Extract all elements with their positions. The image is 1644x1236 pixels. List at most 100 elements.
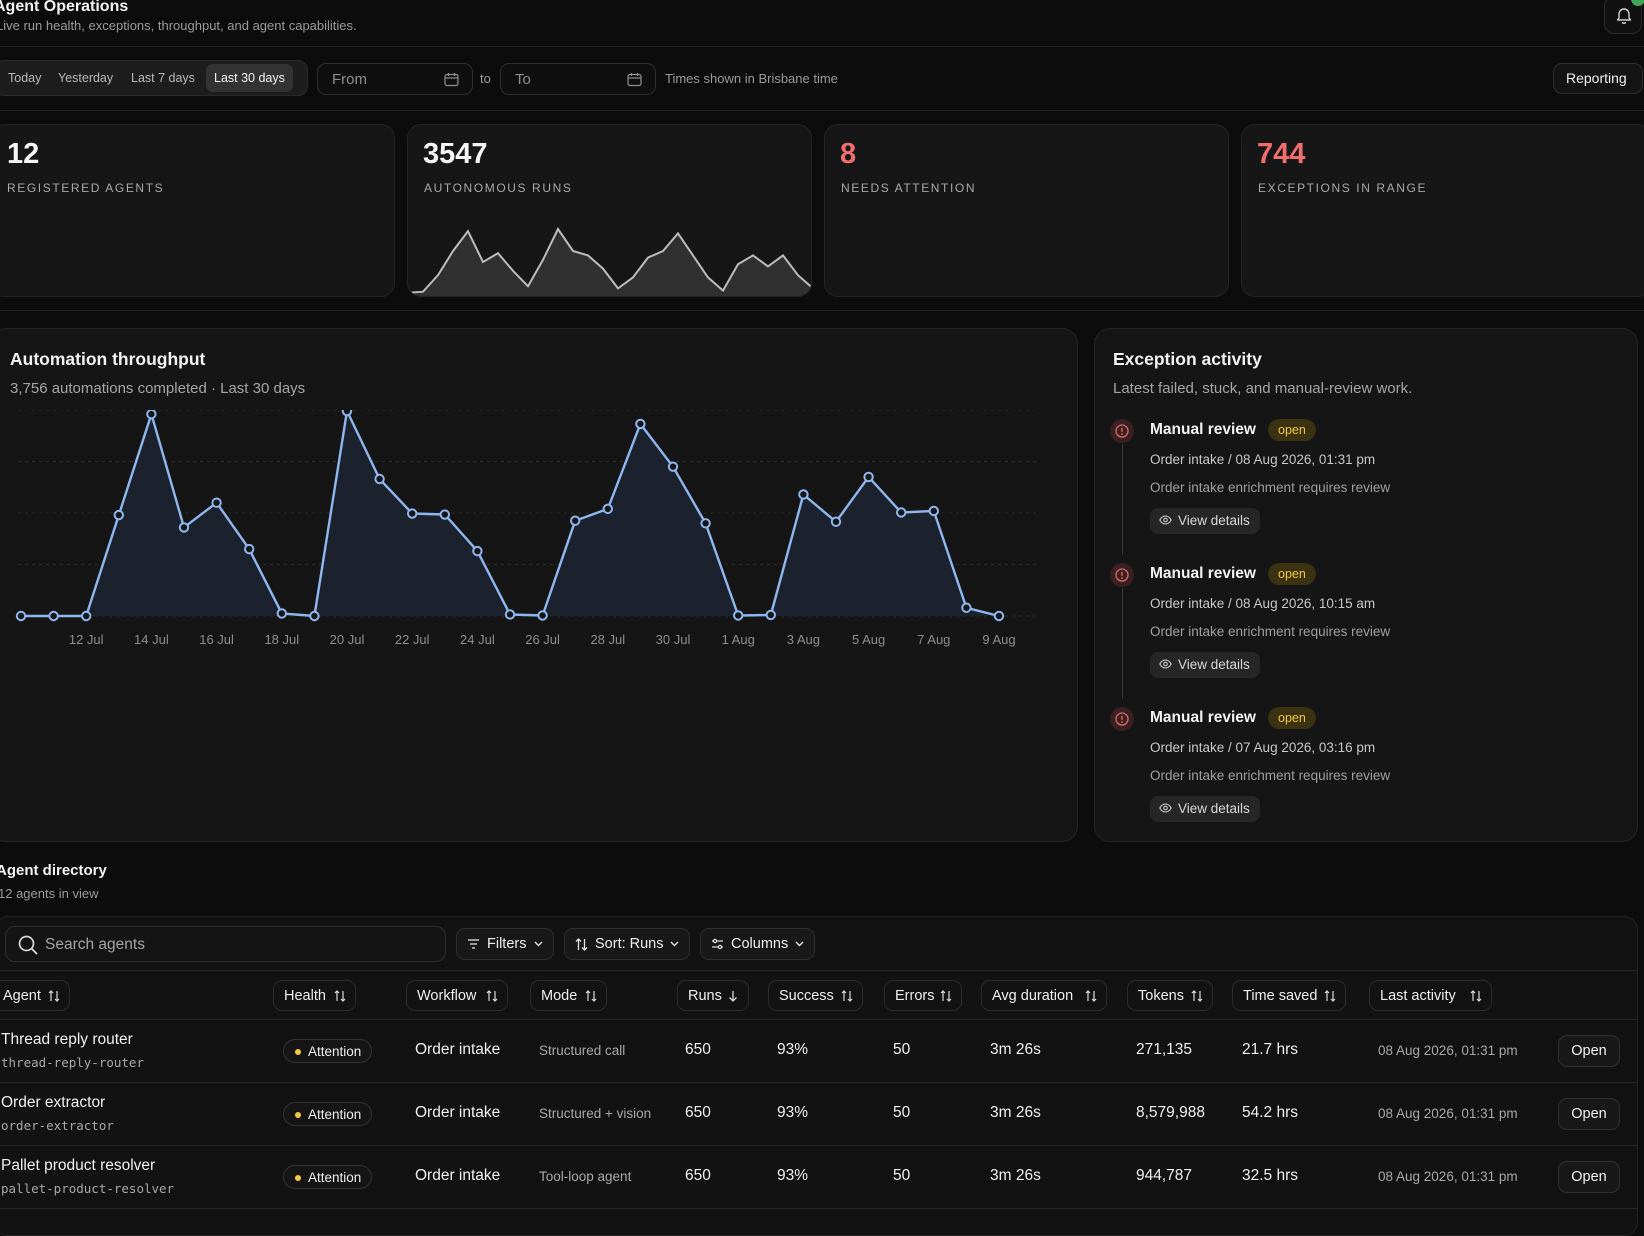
eye-icon xyxy=(1159,659,1172,669)
throughput-area xyxy=(21,411,999,616)
x-tick-label: 20 Jul xyxy=(330,632,365,647)
sliders-icon xyxy=(712,938,723,950)
last-activity-cell: 08 Aug 2026, 01:31 pm xyxy=(1378,1043,1518,1058)
column-header-runs[interactable]: Runs xyxy=(677,980,749,1011)
avg-duration-cell: 3m 26s xyxy=(990,1041,1041,1058)
health-badge: Attention xyxy=(283,1165,373,1189)
range-today-button[interactable]: Today xyxy=(8,71,42,85)
open-agent-button[interactable]: Open xyxy=(1558,1035,1620,1067)
data-point[interactable] xyxy=(961,602,972,613)
column-header-time-saved[interactable]: Time saved xyxy=(1232,980,1346,1011)
data-point[interactable] xyxy=(374,473,385,485)
view-details-button[interactable]: View details xyxy=(1150,652,1260,678)
to-date-placeholder: To xyxy=(515,71,531,88)
data-point[interactable] xyxy=(504,609,516,620)
sort-button[interactable]: Sort: Runs xyxy=(564,928,690,960)
x-tick-label: 22 Jul xyxy=(395,632,430,647)
stat-label: EXCEPTIONS IN RANGE xyxy=(1258,181,1428,195)
timezone-note: Times shown in Brisbane time xyxy=(665,71,838,86)
from-date-field[interactable]: From xyxy=(317,63,473,95)
data-point[interactable] xyxy=(113,509,125,521)
data-point[interactable] xyxy=(211,497,222,508)
stat-card-exceptions-in-range: 744 EXCEPTIONS IN RANGE xyxy=(1241,124,1644,297)
data-point[interactable] xyxy=(798,489,809,500)
exception-meta: Order intake / 07 Aug 2026, 03:16 pm xyxy=(1150,740,1376,755)
column-header-workflow[interactable]: Workflow xyxy=(406,980,508,1011)
page-subtitle: Live run health, exceptions, throughput,… xyxy=(0,18,357,33)
runs-cell: 650 xyxy=(685,1167,711,1184)
data-point[interactable] xyxy=(407,508,418,519)
exception-meta: Order intake / 08 Aug 2026, 10:15 am xyxy=(1150,596,1376,611)
success-cell: 93% xyxy=(777,1104,809,1121)
sort-icon xyxy=(486,990,498,1002)
view-details-button[interactable]: View details xyxy=(1150,508,1260,534)
alert-icon xyxy=(1110,419,1134,443)
data-point[interactable] xyxy=(635,418,646,430)
search-input[interactable] xyxy=(43,933,427,957)
agent-name[interactable]: Pallet product resolver xyxy=(1,1157,156,1174)
column-header-errors[interactable]: Errors xyxy=(884,980,962,1011)
reporting-button[interactable]: Reporting xyxy=(1553,63,1643,94)
data-point[interactable] xyxy=(276,608,287,619)
data-point[interactable] xyxy=(928,505,939,517)
search-field[interactable] xyxy=(5,926,446,962)
throughput-title: Automation throughput xyxy=(10,349,206,369)
data-point[interactable] xyxy=(765,609,776,621)
data-point[interactable] xyxy=(863,471,874,483)
column-header-label: Workflow xyxy=(417,988,477,1004)
data-point[interactable] xyxy=(48,610,59,622)
data-point[interactable] xyxy=(15,610,27,622)
data-point[interactable] xyxy=(667,461,679,472)
column-header-health[interactable]: Health xyxy=(273,980,356,1011)
health-badge: Attention xyxy=(283,1102,373,1126)
range-last-7-days-button[interactable]: Last 7 days xyxy=(131,71,195,85)
data-point[interactable] xyxy=(570,515,581,526)
from-date-placeholder: From xyxy=(332,71,367,88)
data-point[interactable] xyxy=(439,509,450,520)
column-header-label: Success xyxy=(779,988,834,1004)
view-details-button[interactable]: View details xyxy=(1150,796,1260,822)
agent-name[interactable]: Thread reply router xyxy=(1,1031,133,1048)
column-header-last-activity[interactable]: Last activity xyxy=(1369,980,1492,1011)
to-date-field[interactable]: To xyxy=(500,63,656,95)
mode-cell: Structured call xyxy=(539,1043,626,1058)
data-point[interactable] xyxy=(830,516,842,527)
range-yesterday-button[interactable]: Yesterday xyxy=(58,71,114,85)
data-point[interactable] xyxy=(146,410,157,420)
runs-sparkline xyxy=(408,227,811,296)
data-point[interactable] xyxy=(602,503,613,515)
columns-button[interactable]: Columns xyxy=(700,928,815,960)
header-divider xyxy=(0,46,1644,47)
date-range-selector: Today Yesterday Last 7 days Last 30 days xyxy=(0,60,308,96)
chevron-down-icon xyxy=(534,941,543,947)
data-point[interactable] xyxy=(178,522,190,533)
filters-button[interactable]: Filters xyxy=(456,928,554,960)
exception-subtitle: Latest failed, stuck, and manual-review … xyxy=(1113,380,1413,397)
data-point[interactable] xyxy=(244,543,255,555)
data-point[interactable] xyxy=(700,518,711,529)
filter-icon xyxy=(468,939,479,949)
health-label: Attention xyxy=(308,1107,362,1122)
open-agent-button[interactable]: Open xyxy=(1558,1098,1620,1130)
open-agent-button[interactable]: Open xyxy=(1558,1161,1620,1193)
agent-name[interactable]: Order extractor xyxy=(1,1094,106,1111)
data-point[interactable] xyxy=(537,610,548,621)
data-point[interactable] xyxy=(81,610,92,622)
column-header-mode[interactable]: Mode xyxy=(530,980,607,1011)
data-point[interactable] xyxy=(472,545,483,557)
data-point[interactable] xyxy=(341,410,353,417)
x-tick-label: 30 Jul xyxy=(656,632,691,647)
data-point[interactable] xyxy=(993,610,1005,622)
data-point[interactable] xyxy=(309,610,320,622)
column-header-agent[interactable]: Agent xyxy=(0,980,70,1011)
data-point[interactable] xyxy=(896,507,907,518)
column-header-tokens[interactable]: Tokens xyxy=(1127,980,1213,1011)
tokens-cell: 944,787 xyxy=(1136,1167,1193,1184)
data-point[interactable] xyxy=(733,610,744,621)
column-header-avg-duration[interactable]: Avg duration xyxy=(981,980,1107,1011)
stat-value: 744 xyxy=(1257,138,1306,170)
health-label: Attention xyxy=(308,1044,362,1059)
column-header-success[interactable]: Success xyxy=(768,980,863,1011)
status-badge: open xyxy=(1268,707,1316,729)
range-last-30-days-button[interactable]: Last 30 days xyxy=(206,64,293,92)
